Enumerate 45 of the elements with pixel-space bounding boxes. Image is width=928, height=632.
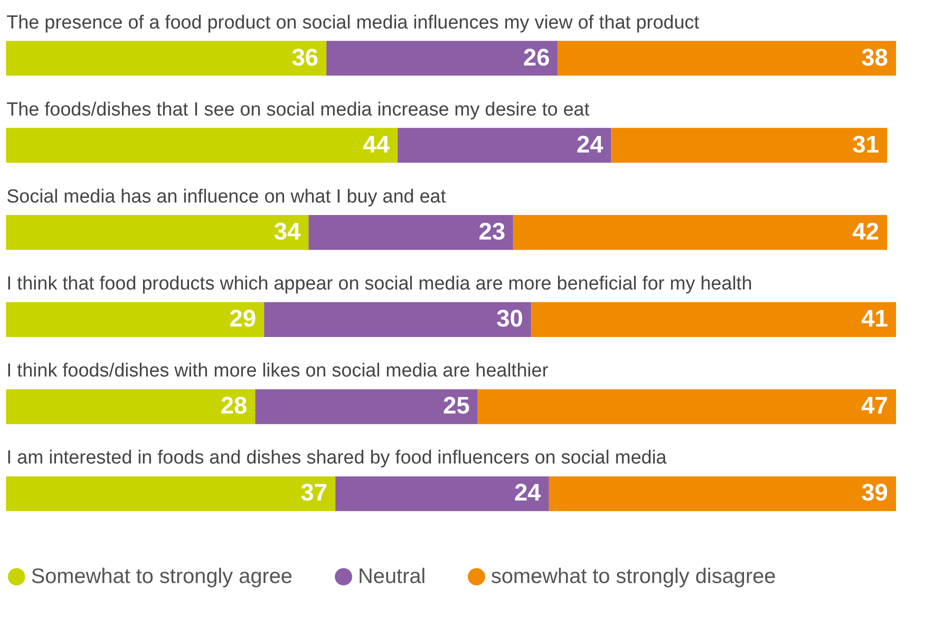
legend-label: Neutral xyxy=(358,564,426,588)
y-tick-label: I think foods/dishes with more likes on social media are healthier xyxy=(6,360,549,382)
legend-label: Somewhat to strongly agree xyxy=(31,564,292,588)
data-label: 41 xyxy=(861,306,888,333)
bar xyxy=(513,215,888,250)
bar xyxy=(326,40,558,76)
data-label: 39 xyxy=(861,480,888,507)
y-tick-label: I am interested in foods and dishes shared by food influencers on social media xyxy=(6,448,668,469)
bar xyxy=(6,40,326,76)
y-tick-label: The foods/dishes that I see on social media increase my desire to eat xyxy=(6,99,590,120)
bar xyxy=(6,476,336,512)
data-label: 34 xyxy=(274,218,302,246)
y-tick-label: I think that food products which appear on social media are more beneficial for my health xyxy=(6,274,752,295)
y-tick-label: The presence of a food product on social media influences my view of that product xyxy=(6,12,700,34)
data-label: 23 xyxy=(478,218,506,246)
data-label: 42 xyxy=(852,218,880,246)
data-label: 25 xyxy=(442,392,470,420)
bar xyxy=(335,476,549,512)
bar xyxy=(6,128,398,163)
data-label: 38 xyxy=(861,44,888,72)
data-label: 29 xyxy=(229,306,256,333)
bar xyxy=(6,389,256,424)
bar xyxy=(611,128,888,163)
data-label: 30 xyxy=(496,306,524,333)
bar xyxy=(255,389,478,424)
bar xyxy=(548,476,896,512)
data-label: 37 xyxy=(300,480,328,507)
bar xyxy=(558,40,896,76)
data-label: 47 xyxy=(861,392,888,420)
data-label: 44 xyxy=(362,131,390,158)
data-label: 31 xyxy=(852,131,880,158)
data-label: 36 xyxy=(292,44,318,72)
data-label: 24 xyxy=(514,480,542,507)
bar xyxy=(308,215,514,250)
bar xyxy=(398,128,612,163)
y-tick-label: Social media has an influence on what I buy and eat xyxy=(6,186,447,208)
data-label: 24 xyxy=(576,131,604,158)
bar xyxy=(531,302,896,337)
legend-label: somewhat to strongly disagree xyxy=(491,564,776,588)
data-label: 28 xyxy=(220,392,248,420)
bar xyxy=(6,215,309,250)
bar xyxy=(6,302,264,337)
bar xyxy=(264,302,532,337)
bar xyxy=(478,389,896,424)
data-label: 26 xyxy=(523,44,550,72)
